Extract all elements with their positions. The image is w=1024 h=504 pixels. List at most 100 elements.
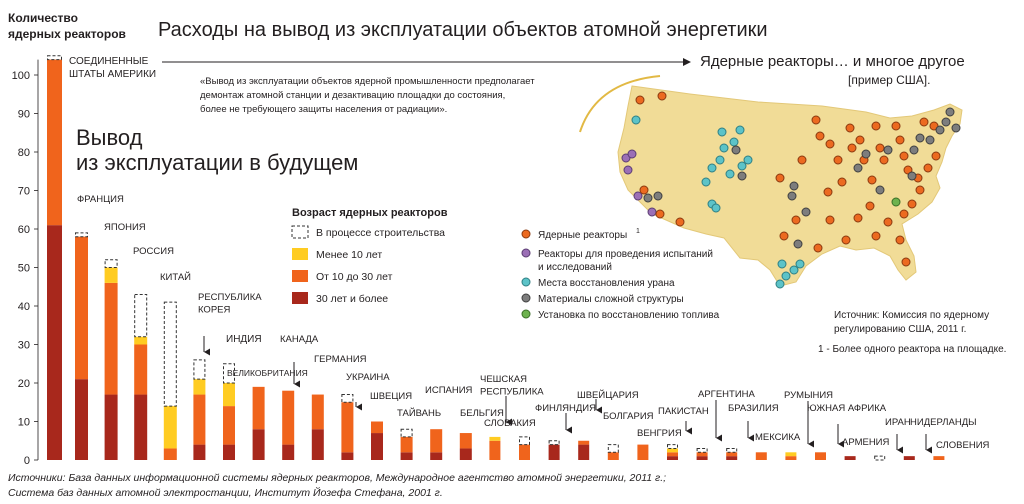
bar-segment-young [134,336,148,345]
bar-segment-young [489,436,501,441]
age-legend-old-swatch [292,292,308,304]
reactor-pin [923,163,933,173]
uranium-pin [737,161,747,171]
complex-pin [915,133,925,143]
bar-segment-construction [696,447,708,453]
complex-pin [789,181,799,191]
bar-segment-mid [341,402,354,453]
country-label: КАНАДА [280,334,319,345]
age-legend-young-label: Менее 10 лет [316,249,382,261]
y-tick-label: 20 [18,378,30,390]
legend-reactor-pin [521,229,531,239]
bar-segment-construction [104,259,118,268]
bar-segment-mid [134,344,148,395]
complex-pin [945,107,955,117]
bar-segment-young [193,379,206,395]
country-label: ЯПОНИЯ [104,222,146,233]
complex-pin [935,125,945,135]
bar-segment-construction [874,455,886,461]
reactor-pin [855,135,865,145]
reactor-pin [879,155,889,165]
bar-segment-construction [75,232,88,238]
country-label: ЮЖНАЯ АФРИКА [807,403,887,414]
reactor-pin [797,155,807,165]
bar-segment-mid [163,448,177,460]
bar-segment-old [311,429,324,460]
complex-pin [853,163,863,173]
footer-source-line2: Система баз данных атомной электростанци… [8,486,443,499]
uranium-pin [789,265,799,275]
y-tick-label: 0 [24,455,30,467]
country-label: ВЕНГРИЯ [637,428,682,439]
complex-pin [653,191,663,201]
y-axis-title-line1: Количество [8,11,78,25]
bar-segment-mid [104,282,118,395]
reactor-pin [837,177,847,187]
reactor-pin [655,209,665,219]
age-legend-construction-swatch [291,225,309,239]
reactor-pin [883,217,893,227]
bar-segment-old [578,444,590,460]
bar-segment-construction [519,436,530,446]
reactor-pin [775,173,785,183]
country-label: НИДЕРЛАНДЫ [910,417,977,428]
complex-pin [793,239,803,249]
uranium-pin [743,155,753,165]
bar-segment-construction [548,440,560,446]
bar-segment-mid [519,444,530,460]
country-label: БРАЗИЛИЯ [728,403,779,414]
bar-segment-old [252,429,265,460]
age-legend-old-label: 30 лет и более [316,293,388,305]
map-subtitle: [пример США]. [848,73,930,87]
reactor-pin [815,131,825,141]
reactor-pin [811,115,821,125]
bar-segment-mid [933,456,945,460]
bar-segment-mid [282,390,295,445]
country-label: ТАЙВАНЬ [397,407,441,419]
reactor-pin [847,143,857,153]
quote-line2: демонтаж атомной станции и дезактивацию … [200,90,505,101]
bar-segment-old [726,456,738,460]
country-label: СЛОВЕНИЯ [936,440,990,451]
country-label: РОССИЯ [133,246,174,257]
complex-pin [909,145,919,155]
complex-pin [643,193,653,203]
bar-segment-mid [75,236,88,380]
reactor-pin [779,231,789,241]
reactor-pin [895,135,905,145]
map-footnote: 1 - Более одного реактора на площадке. [818,344,1006,355]
bar-segment-old [75,379,88,460]
uranium-pin [717,127,727,137]
complex-pin [861,149,871,159]
country-label: РЕСПУБЛИКА [480,387,544,398]
age-legend-title: Возраст ядерных реакторов [292,207,448,219]
complex-pin [883,145,893,155]
complex-pin [801,207,811,217]
complex-pin [875,185,885,195]
uranium-pin [719,143,729,153]
bar-segment-mid [637,444,649,460]
uranium-pin [777,259,787,269]
country-label: ВЕЛИКОБРИТАНИЯ [227,368,308,378]
country-label: ЧЕШСКАЯ [480,374,527,385]
y-tick-label: 90 [18,109,30,121]
complex-pin [925,135,935,145]
map-title: Ядерные реакторы… и многое другое [700,53,965,70]
legend-fuel-pin [521,309,531,319]
age-legend-mid-swatch [292,270,308,282]
country-label: КОРЕЯ [198,305,230,316]
bar-segment-mid [696,452,708,457]
bar-segment-construction [607,444,619,453]
reactor-pin [813,243,823,253]
reactor-pin [833,155,843,165]
bar-segment-mid [311,394,324,430]
complex-pin [737,171,747,181]
bar-segment-construction [667,444,678,449]
uranium-pin [631,115,641,125]
country-label: АРМЕНИЯ [842,437,890,448]
legend-reactors-label: Ядерные реакторы [538,230,627,241]
reactor-pin [657,91,667,101]
country-label: КИТАЙ [160,271,191,283]
complex-pin [787,191,797,201]
